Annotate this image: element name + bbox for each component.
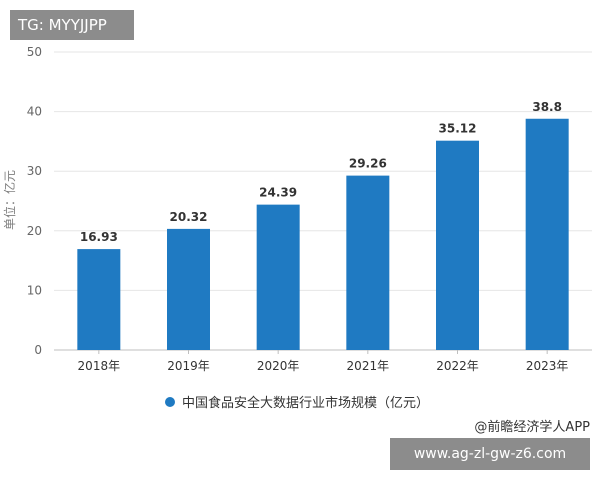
bar-value-label: 35.12: [439, 122, 477, 136]
y-axis-label: 单位：亿元: [2, 170, 17, 230]
legend: 中国食品安全大数据行业市场规模（亿元）: [165, 395, 429, 411]
bar-value-label: 16.93: [80, 230, 118, 244]
y-axis-ticks: 0 10 20 30 40 50: [27, 45, 42, 357]
x-tick-label: 2022年: [436, 359, 479, 373]
bar: [77, 249, 121, 350]
gridlines: [54, 51, 592, 291]
y-tick-label: 40: [27, 105, 42, 119]
bar-value-label: 38.8: [532, 100, 562, 114]
bar: [525, 118, 569, 350]
url-banner: www.ag-zl-gw-z6.com: [390, 438, 590, 470]
x-tick-label: 2020年: [257, 359, 300, 373]
bar: [346, 175, 390, 350]
bar-value-label: 24.39: [259, 186, 297, 200]
x-tick-label: 2018年: [78, 359, 121, 373]
bar: [436, 140, 479, 350]
channel-tag: TG: MYYJJPP: [10, 10, 134, 40]
bar: [167, 228, 210, 350]
bars: [77, 118, 569, 350]
y-tick-label: 0: [34, 343, 42, 357]
y-tick-label: 20: [27, 224, 42, 238]
x-tick-label: 2021年: [347, 359, 390, 373]
x-tick-label: 2019年: [167, 359, 210, 373]
y-tick-label: 10: [27, 283, 42, 297]
bar-value-labels: 16.93 20.32 24.39 29.26 35.12 38.8: [80, 100, 562, 244]
legend-label: 中国食品安全大数据行业市场规模（亿元）: [182, 395, 429, 411]
legend-marker: [165, 397, 175, 407]
y-tick-label: 30: [27, 164, 42, 178]
x-tick-label: 2023年: [526, 359, 569, 373]
source-credit: @前瞻经济学人APP: [474, 420, 590, 435]
bar-value-label: 20.32: [170, 210, 208, 224]
bar-value-label: 29.26: [349, 157, 387, 171]
x-axis-ticks: 2018年 2019年 2020年 2021年 2022年 2023年: [78, 350, 569, 373]
bar: [256, 204, 300, 350]
y-tick-label: 50: [27, 45, 42, 59]
